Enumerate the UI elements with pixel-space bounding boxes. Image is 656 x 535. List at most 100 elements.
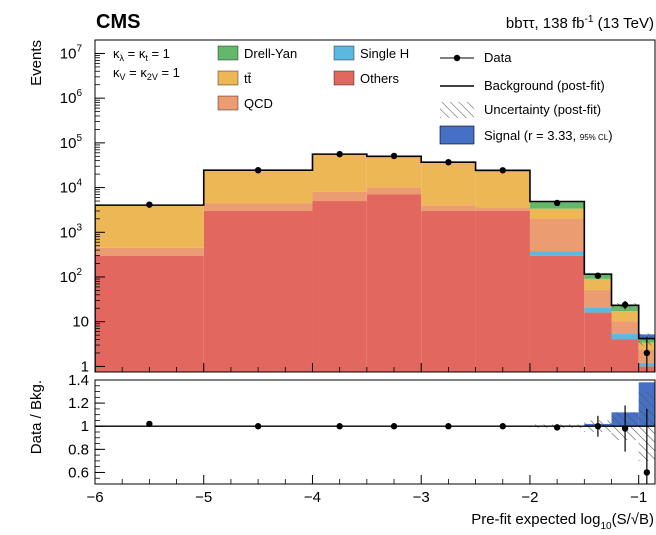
ratio-panel-content (95, 382, 655, 484)
axes: −6 −5 −4 −3 −2 −1 1 10 102 103 104 105 106 107 0.6 0.8 1… (60, 39, 647, 506)
bar-tt-3 (366, 156, 422, 188)
legend-single-h-swatch (333, 45, 355, 61)
y-tick-label-0: 1 (81, 358, 89, 375)
ratio-point-8 (621, 425, 629, 432)
bar-others-7 (584, 312, 612, 372)
legend-signal-label: Signal (r = 3.33, 95% CL) (484, 128, 613, 143)
bar-others-4 (421, 210, 476, 372)
data-point-9 (643, 349, 651, 357)
bar-qcd-5 (475, 207, 530, 211)
ratio-tick-label-2: 1 (81, 418, 89, 435)
bar-others-6 (529, 255, 585, 372)
y-axis-title: Events (28, 40, 45, 86)
legend-data-label: Data (484, 50, 512, 65)
bar-others-3 (366, 194, 422, 372)
data-point-6 (553, 199, 561, 207)
bar-tt-8 (611, 311, 639, 322)
data-point-2 (336, 150, 343, 158)
y-tick-label-3: 103 (60, 222, 83, 241)
ratio-point-3 (390, 423, 398, 430)
bar-tt-6 (529, 208, 585, 220)
bar-singleh-8 (611, 334, 639, 340)
y-tick-label-1: 10 (72, 314, 89, 331)
x-tick-label-1: −5 (195, 489, 212, 506)
data-point-5 (499, 167, 506, 174)
ratio-panel-frame (94, 379, 656, 485)
legend-others-swatch (333, 70, 355, 86)
ratio-tick-label-4: 1.4 (68, 372, 89, 389)
bar-qcd-1 (203, 203, 313, 211)
bar-tt-1 (203, 170, 313, 204)
bar-qcd-6 (529, 219, 585, 252)
legend-drell-yan-swatch (217, 45, 239, 61)
ratio-tick-label-3: 1.2 (68, 395, 89, 412)
data-point-8 (621, 301, 629, 308)
x-tick-label-4: −2 (521, 489, 538, 506)
bar-tt-0 (95, 205, 204, 248)
lumi-label: bbττ, 138 fb-1 (13 TeV) (506, 14, 654, 32)
legend-qcd-swatch (217, 95, 239, 111)
data-point-0 (146, 201, 153, 208)
experiment-label: CMS (96, 11, 140, 33)
main-panel-frame (94, 39, 656, 373)
ratio-point-4 (445, 423, 452, 430)
bar-qcd-3 (366, 187, 422, 195)
ratio-point-1 (254, 423, 262, 430)
legend-uncertainty-swatch (440, 102, 474, 118)
data-point-4 (445, 158, 452, 166)
ratio-point-2 (336, 423, 343, 430)
legend-qcd-label: QCD (244, 96, 273, 111)
x-tick-label-5: −1 (630, 489, 647, 506)
legend-ttbar-swatch (217, 70, 239, 86)
bar-qcd-4 (421, 205, 476, 211)
legend-uncertainty-label: Uncertainty (post-fit) (484, 102, 601, 117)
coupling-line-1: κλ = κt = 1 (113, 46, 170, 63)
bar-tt-4 (421, 162, 476, 206)
legend: Drell-Yan Single H tt̄ Others QCD Data B… (217, 45, 613, 145)
bar-others-0 (95, 255, 204, 372)
ratio-point-5 (499, 423, 506, 430)
bar-tt-5 (475, 171, 530, 208)
y-tick-label-6: 106 (60, 88, 83, 107)
bar-qcd-8 (611, 321, 639, 335)
x-tick-label-0: −6 (86, 489, 103, 506)
bar-singleh-7 (584, 307, 612, 313)
ratio-point-9 (643, 469, 651, 476)
ratio-y-axis-title: Data / Bkg. (28, 380, 45, 454)
legend-ttbar-label: tt̄ (244, 71, 252, 86)
x-tick-label-3: −3 (413, 489, 430, 506)
bar-others-2 (312, 201, 367, 372)
ratio-point-7 (594, 423, 602, 430)
bar-others-8 (611, 339, 639, 372)
legend-background-label: Background (post-fit) (484, 78, 605, 93)
bar-tt-7 (584, 278, 612, 291)
bar-others-1 (203, 210, 313, 372)
y-tick-label-4: 104 (60, 178, 83, 197)
coupling-line-2: κV = κ2V = 1 (113, 65, 180, 82)
bar-qcd-7 (584, 290, 612, 308)
x-tick-label-2: −4 (304, 489, 321, 506)
ratio-point-6 (553, 424, 561, 431)
ratio-tick-label-0: 0.6 (68, 464, 89, 481)
bar-qcd-0 (95, 247, 204, 256)
x-axis-title: Pre-fit expected log10(S/√B) (471, 511, 654, 532)
data-point-7 (594, 272, 602, 279)
ratio-point-0 (146, 420, 153, 428)
y-tick-label-7: 107 (60, 43, 83, 62)
bar-qcd-2 (312, 191, 367, 202)
legend-others-label: Others (360, 71, 400, 86)
main-overlay (95, 150, 655, 372)
bar-singleh-6 (529, 251, 585, 256)
legend-single-h-label: Single H (360, 46, 409, 61)
stacked-histogram (95, 154, 655, 372)
bar-others-5 (475, 210, 530, 372)
y-tick-label-5: 105 (60, 133, 83, 152)
bar-tt-2 (312, 154, 367, 192)
legend-drell-yan-label: Drell-Yan (244, 46, 297, 61)
data-point-3 (390, 152, 398, 160)
ratio-tick-label-1: 0.8 (68, 441, 89, 458)
legend-data-marker (453, 54, 461, 62)
data-point-1 (254, 166, 262, 174)
legend-signal-swatch (439, 125, 475, 145)
